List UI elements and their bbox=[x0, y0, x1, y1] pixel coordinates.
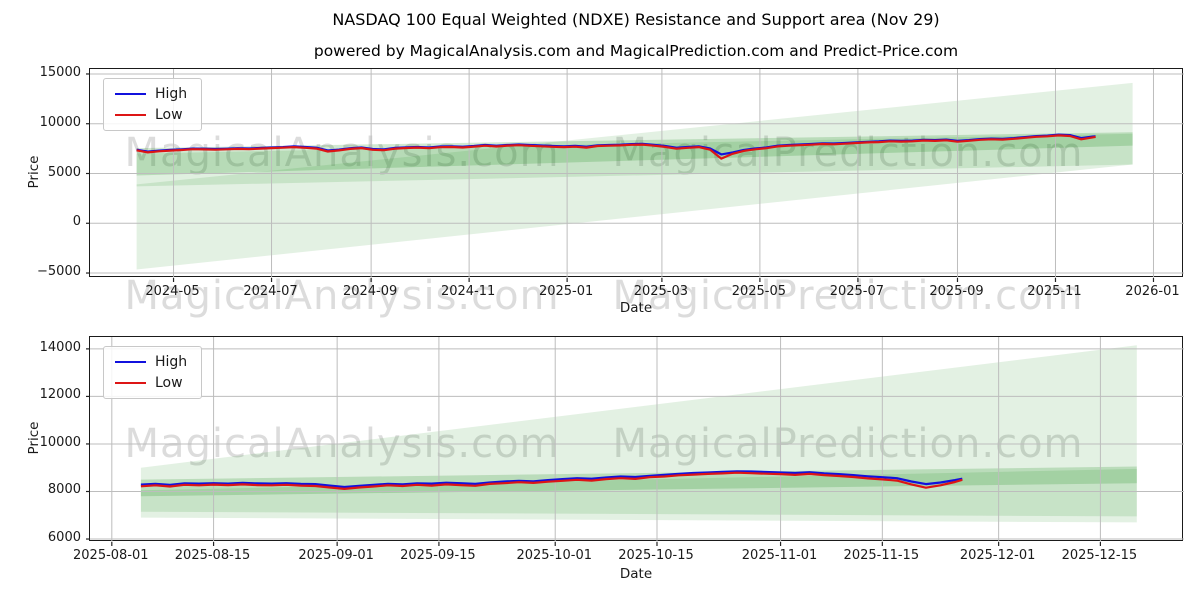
x-tick-label: 2025-12-01 bbox=[959, 548, 1036, 563]
low-line-swatch bbox=[115, 382, 146, 384]
legend-item-low: Low bbox=[115, 108, 187, 122]
chart-subtitle: powered by MagicalAnalysis.com and Magic… bbox=[313, 42, 959, 60]
x-tick-label: 2025-11 bbox=[1027, 284, 1082, 299]
chart-title: NASDAQ 100 Equal Weighted (NDXE) Resista… bbox=[332, 10, 940, 29]
high-line-swatch bbox=[115, 361, 146, 363]
x-tick-label: 2025-09-15 bbox=[400, 548, 476, 563]
watermark-text: MagicalPrediction.com bbox=[612, 273, 1084, 319]
y-tick-label: 0 bbox=[72, 214, 81, 230]
y-tick-label: 14000 bbox=[39, 339, 81, 355]
y-tick-label: 12000 bbox=[39, 387, 81, 403]
x-tick-label: 2024-07 bbox=[243, 284, 298, 299]
bottom-x-axis-label: Date bbox=[619, 566, 653, 582]
high-line bbox=[140, 470, 963, 489]
bottom-chart-canvas bbox=[86, 337, 1184, 546]
x-tick-label: 2024-11 bbox=[440, 284, 496, 299]
y-tick-label: 6000 bbox=[47, 530, 81, 546]
x-tick-label: 2025-09-01 bbox=[298, 548, 374, 563]
legend-label-high: High bbox=[155, 354, 188, 370]
y-tick-label: 8000 bbox=[47, 482, 81, 498]
x-tick-label: 2025-01 bbox=[538, 284, 594, 299]
x-tick-label: 2025-08-01 bbox=[73, 548, 149, 563]
top-chart-canvas bbox=[86, 69, 1184, 282]
legend-label-high: High bbox=[155, 86, 188, 102]
low-line bbox=[140, 471, 963, 490]
x-tick-label: 2025-12-15 bbox=[1061, 548, 1138, 563]
x-tick-label: 2025-08-15 bbox=[174, 548, 251, 563]
x-tick-label: 2025-11-01 bbox=[741, 548, 818, 563]
y-tick-label: 10000 bbox=[39, 114, 81, 130]
x-tick-label: 2025-03 bbox=[633, 284, 689, 299]
top-x-axis-label: Date bbox=[619, 300, 653, 316]
legend-label-low: Low bbox=[155, 375, 183, 391]
legend-item-low: Low bbox=[115, 376, 187, 390]
top-chart-plot-area: High Low bbox=[86, 68, 1184, 282]
x-tick-label: 2024-09 bbox=[342, 284, 398, 299]
legend-label-low: Low bbox=[155, 107, 183, 123]
high-line-swatch bbox=[115, 93, 146, 95]
legend-item-high: High bbox=[115, 87, 187, 101]
x-tick-label: 2025-09 bbox=[929, 284, 984, 299]
x-tick-label: 2025-07 bbox=[829, 284, 885, 299]
legend-item-high: High bbox=[115, 355, 187, 369]
bottom-chart-plot-area: High Low bbox=[86, 336, 1184, 546]
resistance-band-polygon bbox=[136, 132, 1133, 176]
x-tick-label: 2026-01 bbox=[1125, 284, 1180, 299]
watermark-text: MagicalAnalysis.com bbox=[124, 273, 560, 319]
x-tick-label: 2025-05 bbox=[731, 284, 787, 299]
y-tick-label: 15000 bbox=[39, 64, 81, 80]
y-tick-label: 5000 bbox=[47, 164, 81, 180]
bottom-chart-legend: High Low bbox=[103, 346, 203, 399]
low-line bbox=[136, 134, 1096, 160]
x-tick-label: 2025-11-15 bbox=[843, 548, 920, 563]
y-tick-label: 10000 bbox=[39, 434, 81, 450]
low-line-swatch bbox=[115, 114, 146, 116]
y-tick-label: −5000 bbox=[37, 264, 81, 280]
top-chart-legend: High Low bbox=[103, 78, 203, 131]
x-tick-label: 2024-05 bbox=[145, 284, 200, 299]
watermark-text: MagicalAnalysis.com bbox=[124, 130, 560, 176]
x-tick-label: 2025-10-15 bbox=[618, 548, 694, 563]
x-tick-label: 2025-10-01 bbox=[516, 548, 592, 563]
resistance-band-polygon bbox=[140, 466, 1137, 497]
